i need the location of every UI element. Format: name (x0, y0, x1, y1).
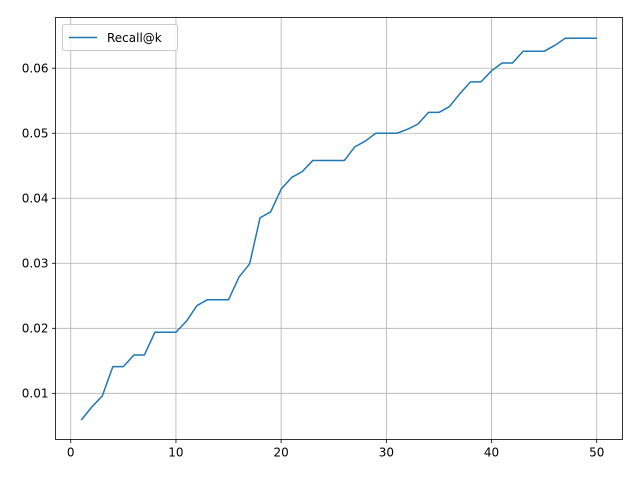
y-tick-label: 0.04 (22, 192, 49, 206)
y-tick-label: 0.06 (22, 62, 49, 76)
y-tick-label: 0.01 (22, 387, 49, 401)
y-tick-label: 0.05 (22, 127, 49, 141)
legend: Recall@k (62, 24, 178, 51)
legend-label-recall-at-k: Recall@k (107, 31, 162, 45)
series-layer (80, 37, 597, 421)
legend-box (62, 24, 178, 51)
x-tick-label: 50 (589, 446, 604, 460)
x-tick-label: 0 (67, 446, 75, 460)
series-line-recall-at-k (80, 37, 597, 421)
x-tick-label: 20 (274, 446, 289, 460)
x-tick-label: 40 (484, 446, 499, 460)
y-tick-label: 0.03 (22, 257, 49, 271)
plot-frame (55, 17, 623, 440)
x-tick-label: 30 (379, 446, 394, 460)
grid-lines (55, 17, 623, 440)
x-axis: 0 10 20 30 40 50 (67, 439, 604, 460)
x-tick-label: 10 (168, 446, 183, 460)
y-tick-label: 0.02 (22, 322, 49, 336)
y-axis: 0.01 0.02 0.03 0.04 0.05 0.06 (22, 62, 56, 401)
